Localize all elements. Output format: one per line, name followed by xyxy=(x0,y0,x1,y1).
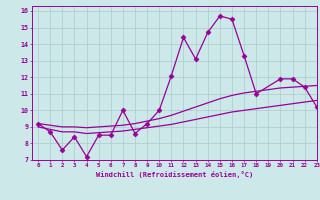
X-axis label: Windchill (Refroidissement éolien,°C): Windchill (Refroidissement éolien,°C) xyxy=(96,171,253,178)
